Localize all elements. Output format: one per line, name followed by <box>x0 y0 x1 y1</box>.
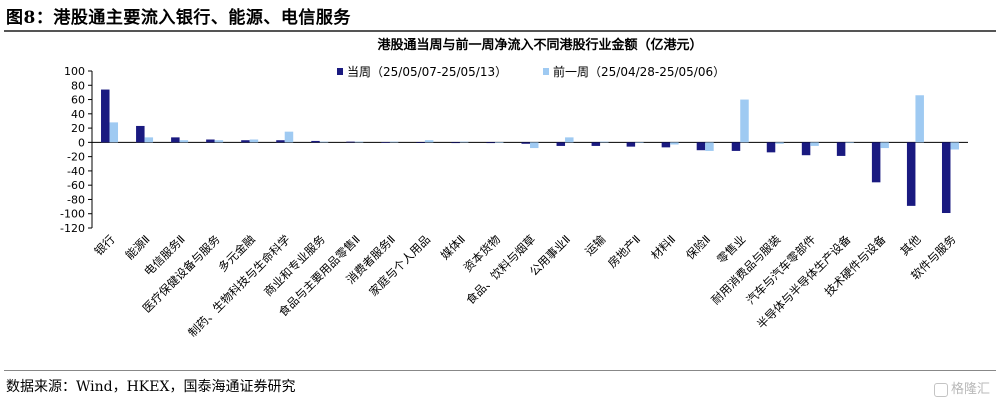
legend: 当周（25/05/07-25/05/13） 前一周（25/04/28-25/05/… <box>337 64 725 79</box>
bar-previous-week: 半导体与半导体生产设备 前一周（25/04/28-25/05/06）: -1 <box>845 142 854 144</box>
bar-previous-week: 食品、饮料与烟草 前一周（25/04/28-25/05/06）: -8 <box>530 142 539 149</box>
bar-current-week: 半导体与半导体生产设备 当周（25/05/07-25/05/13）: -19 <box>836 142 846 156</box>
x-tick-label: 保险Ⅱ <box>683 232 713 262</box>
bar-previous-week: 房地产Ⅱ 前一周（25/04/28-25/05/06）: 0 <box>635 142 644 143</box>
bar-previous-week: 零售业 前一周（25/04/28-25/05/06）: 60 <box>740 99 749 143</box>
x-tick-label: 房地产Ⅱ <box>605 232 643 270</box>
bar-previous-week: 制药、生物科技与生命科学 前一周（25/04/28-25/05/06）: 15 <box>284 131 294 143</box>
y-tick-label: -60 <box>67 179 85 192</box>
bar-current-week: 电信服务Ⅱ 当周（25/05/07-25/05/13）: 7 <box>171 137 180 143</box>
x-tick-label: 材料Ⅱ <box>648 232 678 262</box>
y-tick-label: -120 <box>60 222 85 235</box>
x-tick-label: 技术硬件与设备 <box>822 232 889 299</box>
bar-previous-week: 食品与主要用品零售Ⅱ 前一周（25/04/28-25/05/06）: 1 <box>354 141 364 143</box>
watermark-text: 格隆汇 <box>950 382 990 397</box>
bar-previous-week: 技术硬件与设备 前一周（25/04/28-25/05/06）: -8 <box>880 142 889 149</box>
legend-label: 前一周（25/04/28-25/05/06） <box>553 64 725 79</box>
y-tick-label: -80 <box>67 193 85 206</box>
bar-current-week: 商业和专业服务 当周（25/05/07-25/05/13）: 2 <box>311 140 320 143</box>
bars: 银行 当周（25/05/07-25/05/13）: 74银行 前一周（25/04… <box>92 89 968 214</box>
y-tick-label: 80 <box>71 79 85 92</box>
bar-current-week: 技术硬件与设备 当周（25/05/07-25/05/13）: -56 <box>871 142 881 183</box>
bar-previous-week: 多元金融 前一周（25/04/28-25/05/06）: 4 <box>249 139 259 143</box>
bar-current-week: 资本货物 当周（25/05/07-25/05/13）: -1 <box>486 142 495 144</box>
legend-swatch <box>337 68 343 75</box>
bar-current-week: 耐用消费品与服装 当周（25/05/07-25/05/13）: -14 <box>766 142 776 153</box>
bar-current-week: 房地产Ⅱ 当周（25/05/07-25/05/13）: -6 <box>626 142 636 147</box>
x-tick-label: 运输 <box>582 232 609 259</box>
y-tick-label: 100 <box>64 65 85 78</box>
bar-previous-week: 保险Ⅱ 前一周（25/04/28-25/05/06）: -12 <box>705 142 714 151</box>
bar-current-week: 银行 当周（25/05/07-25/05/13）: 74 <box>101 89 110 143</box>
bar-previous-week: 资本货物 前一周（25/04/28-25/05/06）: 0.5 <box>494 142 504 143</box>
bar-previous-week: 材料Ⅱ 前一周（25/04/28-25/05/06）: -3 <box>670 142 679 145</box>
watermark: 格隆汇 <box>933 378 990 397</box>
x-tick-label: 能源Ⅱ <box>123 232 153 262</box>
bottom-divider <box>4 370 996 371</box>
figure-title: 图8：港股通主要流入银行、能源、电信服务 <box>6 8 351 28</box>
y-tick-label: 0 <box>78 136 85 149</box>
bar-current-week: 食品与主要用品零售Ⅱ 当周（25/05/07-25/05/13）: 1 <box>346 141 355 143</box>
bar-previous-week: 软件与服务 前一周（25/04/28-25/05/06）: -10 <box>950 142 959 150</box>
bar-previous-week: 其他 前一周（25/04/28-25/05/06）: 66 <box>915 95 924 143</box>
bar-current-week: 医疗保健设备与服务 当周（25/05/07-25/05/13）: 4 <box>206 139 215 143</box>
bar-current-week: 材料Ⅱ 当周（25/05/07-25/05/13）: -7 <box>661 142 671 148</box>
bar-current-week: 软件与服务 当周（25/05/07-25/05/13）: -99 <box>941 142 951 214</box>
bar-current-week: 多元金融 当周（25/05/07-25/05/13）: 3 <box>241 140 250 143</box>
bar-previous-week: 公用事业Ⅱ 前一周（25/04/28-25/05/06）: 7 <box>565 137 574 143</box>
x-axis-labels: 银行 能源Ⅱ电信服务Ⅱ医疗保健设备与服务多元金融制药、生物科技与生命科学商业和专业… <box>91 232 958 340</box>
bar-previous-week: 耐用消费品与服装 前一周（25/04/28-25/05/06）: -2 <box>775 142 784 144</box>
bar-current-week: 消费者服务Ⅱ 当周（25/05/07-25/05/13）: 0.5 <box>381 142 390 143</box>
bar-current-week: 媒体Ⅱ 当周（25/05/07-25/05/13）: -1 <box>451 142 460 144</box>
bar-previous-week: 汽车与汽车零部件 前一周（25/04/28-25/05/06）: -5 <box>810 142 819 146</box>
x-tick-label: 银行 <box>91 232 117 258</box>
bar-current-week: 其他 当周（25/05/07-25/05/13）: -89 <box>906 142 916 206</box>
bar-current-week: 能源Ⅱ 当周（25/05/07-25/05/13）: 23 <box>136 125 145 143</box>
bar-previous-week: 运输 前一周（25/04/28-25/05/06）: 1 <box>600 141 609 143</box>
y-tick-label: -100 <box>60 208 85 221</box>
bar-previous-week: 家庭与个人用品 前一周（25/04/28-25/05/06）: 3 <box>424 140 434 143</box>
x-tick-label: 家庭与个人用品 <box>366 232 433 299</box>
bar-previous-week: 消费者服务Ⅱ 前一周（25/04/28-25/05/06）: 1 <box>389 141 399 143</box>
x-tick-label: 商业和专业服务 <box>261 232 328 299</box>
bar-current-week: 公用事业Ⅱ 当周（25/05/07-25/05/13）: -5 <box>556 142 566 146</box>
bar-previous-week: 电信服务Ⅱ 前一周（25/04/28-25/05/06）: 3 <box>179 140 189 143</box>
y-tick-label: 40 <box>71 108 85 121</box>
bar-current-week: 保险Ⅱ 当周（25/05/07-25/05/13）: -11 <box>696 142 706 151</box>
bar-current-week: 制药、生物科技与生命科学 当周（25/05/07-25/05/13）: 3 <box>276 140 285 143</box>
y-tick-label: 20 <box>71 122 85 135</box>
x-tick-label: 其他 <box>897 232 924 259</box>
y-tick-label: -40 <box>67 165 85 178</box>
legend-swatch <box>543 68 549 75</box>
bar-previous-week: 医疗保健设备与服务 前一周（25/04/28-25/05/06）: 3 <box>214 140 224 143</box>
x-tick-label: 媒体Ⅱ <box>438 232 468 262</box>
bar-previous-week: 商业和专业服务 前一周（25/04/28-25/05/06）: 1 <box>319 141 329 143</box>
bar-previous-week: 银行 前一周（25/04/28-25/05/06）: 28 <box>109 122 119 143</box>
source-note: 数据来源：Wind，HKEX，国泰海通证券研究 <box>6 379 296 395</box>
y-tick-label: -20 <box>67 151 85 164</box>
bar-current-week: 家庭与个人用品 当周（25/05/07-25/05/13）: 0 <box>416 142 425 143</box>
watermark-icon <box>933 382 948 397</box>
bar-current-week: 运输 当周（25/05/07-25/05/13）: -5 <box>591 142 601 146</box>
bar-chart: 港股通当周与前一周净流入不同港股行业金额（亿港元） 当周（25/05/07-25… <box>60 37 968 340</box>
y-tick-label: 60 <box>71 94 85 107</box>
bar-current-week: 汽车与汽车零部件 当周（25/05/07-25/05/13）: -18 <box>801 142 811 156</box>
bar-current-week: 食品、饮料与烟草 当周（25/05/07-25/05/13）: -2 <box>521 142 530 144</box>
bar-previous-week: 能源Ⅱ 前一周（25/04/28-25/05/06）: 7 <box>144 137 154 143</box>
bar-previous-week: 媒体Ⅱ 前一周（25/04/28-25/05/06）: 1 <box>459 141 469 143</box>
chart-title: 港股通当周与前一周净流入不同港股行业金额（亿港元） <box>377 37 702 53</box>
bar-current-week: 零售业 当周（25/05/07-25/05/13）: -12 <box>731 142 741 151</box>
legend-label: 当周（25/05/07-25/05/13） <box>347 65 507 79</box>
top-divider <box>4 30 996 32</box>
